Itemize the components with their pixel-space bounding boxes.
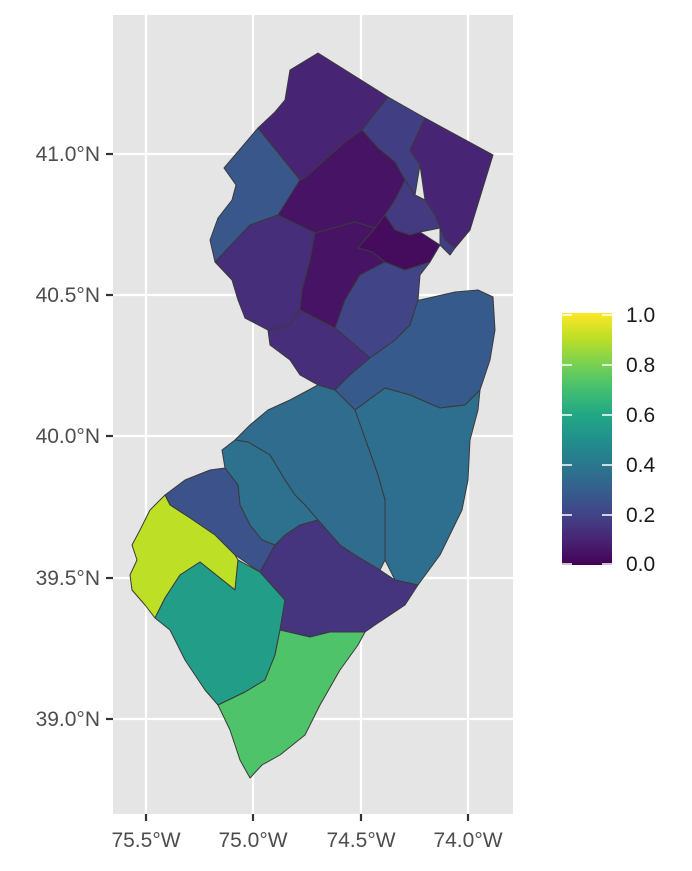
legend-label-0-2: 0.2 [626, 504, 655, 527]
y-tick-label-39-5: 39.5°N [36, 567, 100, 590]
legend: 1.0 0.8 0.6 0.4 0.2 0.0 [562, 304, 656, 576]
counties [129, 52, 496, 779]
county-cape-may [217, 629, 366, 779]
x-tick-label-74-0: 74.0°W [433, 829, 502, 852]
legend-label-0-0: 0.0 [626, 553, 655, 576]
legend-label-0-8: 0.8 [626, 354, 655, 377]
y-tick-label-40-5: 40.5°N [36, 284, 100, 307]
legend-colorbar [562, 313, 612, 565]
y-tick-label-40-0: 40.0°N [36, 425, 100, 448]
x-axis: 75.5°W 75.0°W 74.5°W 74.0°W [111, 814, 503, 852]
y-axis: 41.0°N 40.5°N 40.0°N 39.5°N 39.0°N [36, 143, 113, 731]
x-tick-label-75-5: 75.5°W [111, 829, 180, 852]
county-hudson [439, 227, 456, 256]
legend-label-0-4: 0.4 [626, 454, 656, 477]
x-tick-label-74-5: 74.5°W [326, 829, 395, 852]
x-tick-label-75-0: 75.0°W [218, 829, 287, 852]
legend-label-1-0: 1.0 [626, 304, 655, 327]
legend-label-0-6: 0.6 [626, 404, 655, 427]
y-tick-label-41-0: 41.0°N [36, 143, 100, 166]
y-tick-label-39-0: 39.0°N [36, 708, 100, 731]
